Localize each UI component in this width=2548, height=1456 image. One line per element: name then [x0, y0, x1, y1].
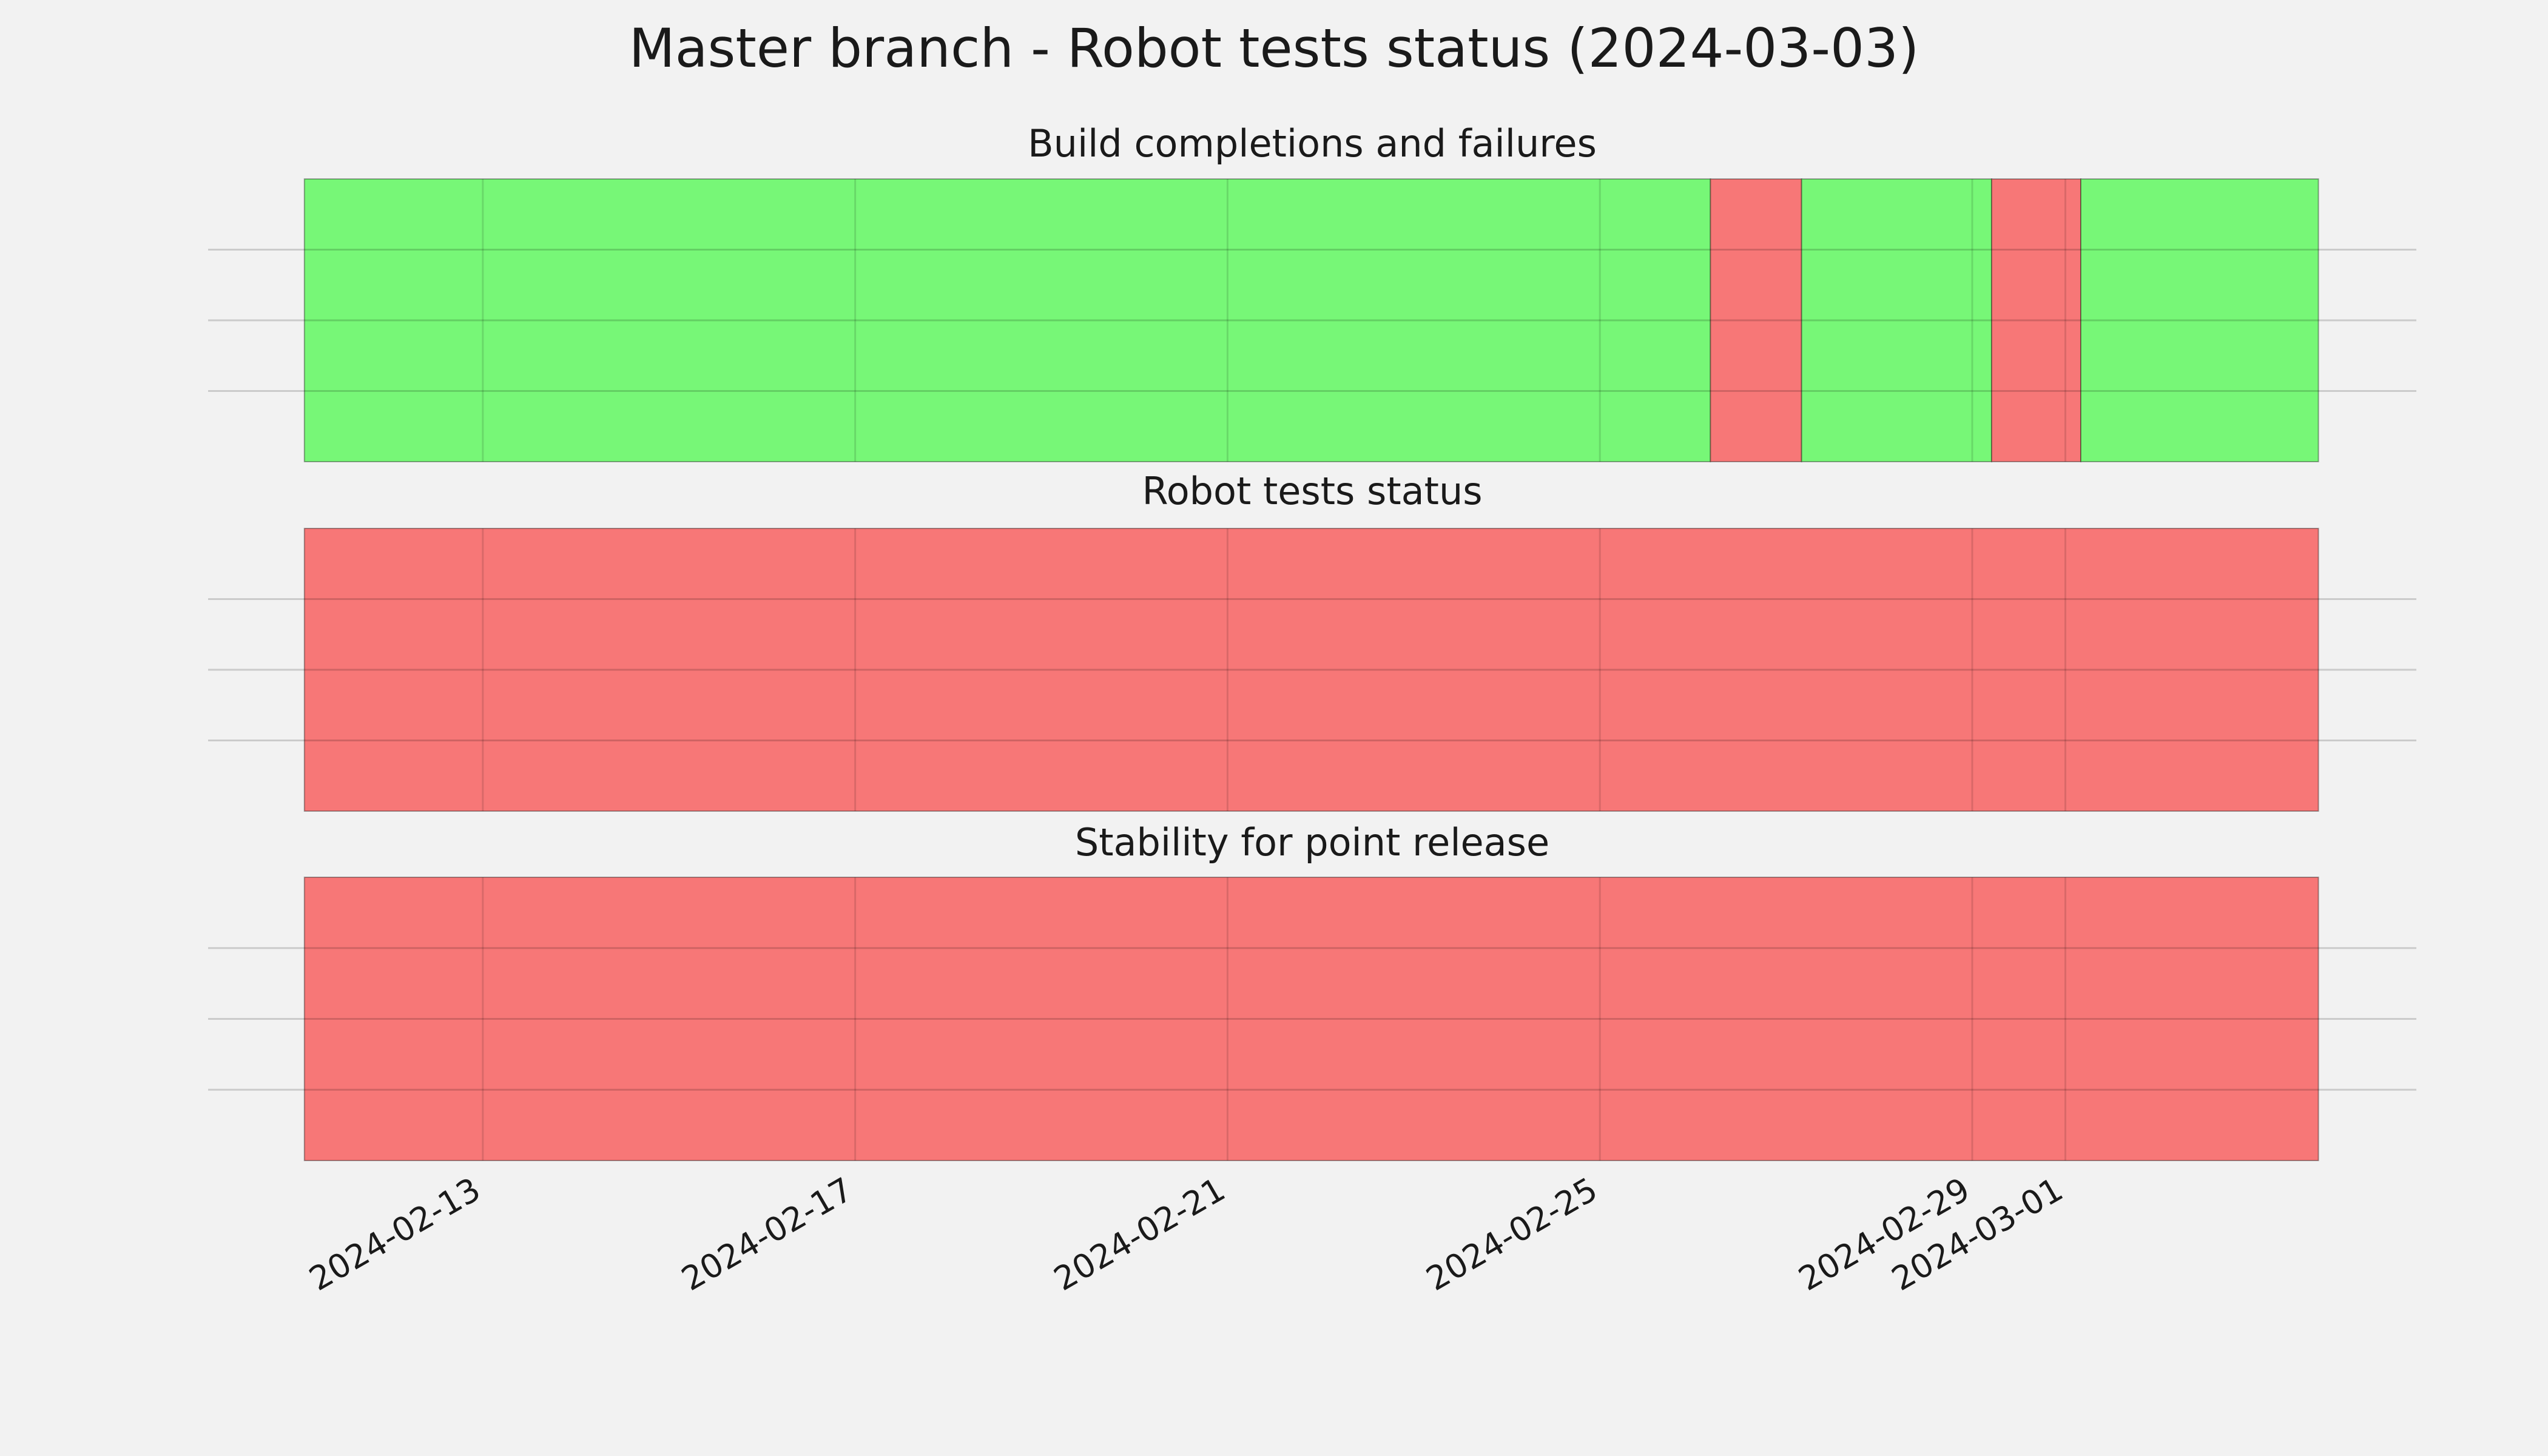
- chart-title: Master branch - Robot tests status (2024…: [629, 17, 1919, 79]
- status-segment: [1710, 178, 1802, 462]
- status-segment: [303, 877, 2319, 1161]
- status-segment: [2080, 178, 2319, 462]
- panel-title: Stability for point release: [1075, 820, 1549, 864]
- panel-title: Robot tests status: [1142, 469, 1482, 513]
- status-segment: [1990, 178, 2081, 462]
- status-segment: [303, 528, 2319, 812]
- status-segment: [303, 178, 1711, 462]
- panel-title: Build completions and failures: [1028, 121, 1597, 166]
- status-segment: [1801, 178, 1992, 462]
